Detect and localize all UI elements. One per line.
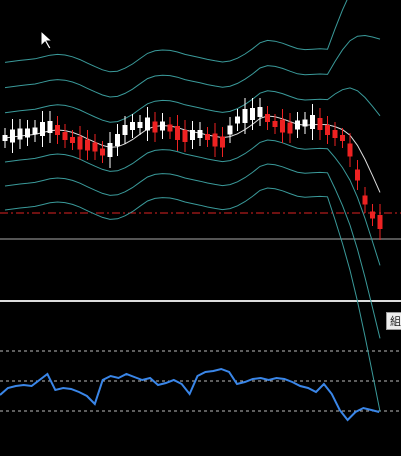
candle-body: [355, 169, 360, 181]
candle-body: [295, 120, 300, 130]
candle-body: [92, 142, 98, 152]
candle-body: [160, 121, 165, 131]
candle-body: [32, 127, 38, 135]
candle-body: [107, 143, 113, 157]
candle-body: [317, 118, 323, 130]
band-line: [4, 139, 381, 266]
candle-body: [197, 130, 203, 138]
candle-body: [40, 122, 45, 136]
candle-body: [152, 121, 158, 133]
candle-body: [145, 117, 150, 131]
candle-body: [130, 122, 135, 130]
candle-body: [265, 114, 270, 122]
candle-body: [377, 215, 383, 229]
candle-body: [62, 132, 68, 140]
candle-body: [182, 130, 188, 142]
candle-body: [257, 107, 263, 117]
band-line: [4, 0, 348, 73]
candle-body: [332, 130, 338, 138]
candle-body: [235, 116, 240, 124]
candle-body: [340, 135, 345, 141]
candle-body: [167, 124, 173, 132]
candle-body: [362, 195, 368, 205]
mouse-cursor: [40, 29, 54, 50]
candle-body: [190, 130, 195, 140]
candle-body: [25, 128, 30, 138]
indicator-tag[interactable]: 組: [386, 312, 401, 330]
candle-body: [280, 119, 285, 133]
band-line: [4, 87, 381, 123]
candle-body: [205, 134, 210, 140]
candle-body: [47, 121, 53, 133]
band-line: [4, 163, 381, 339]
candle-body: [122, 125, 128, 135]
candle-body: [100, 148, 105, 156]
candle-body: [302, 119, 308, 127]
candle-body: [310, 115, 315, 129]
candle-body: [272, 121, 278, 127]
candle-body: [212, 133, 218, 147]
band-line: [4, 187, 381, 412]
candle-body: [55, 125, 60, 135]
candle-body: [137, 122, 143, 128]
candle-body: [115, 134, 120, 146]
candle-body: [347, 143, 353, 157]
indicator-line: [0, 367, 380, 422]
candle-body: [325, 125, 330, 135]
candle-body: [370, 211, 375, 219]
candle-body: [220, 136, 225, 148]
candle-body: [287, 122, 293, 134]
candle-body: [85, 139, 90, 151]
candle-body: [17, 128, 23, 140]
candle-body: [242, 109, 248, 123]
band-line: [4, 34, 381, 98]
candle-body: [10, 129, 15, 143]
candle-body: [227, 125, 233, 135]
candle-body: [175, 126, 180, 140]
candle-body: [77, 136, 83, 150]
candle-body: [2, 135, 8, 141]
candle-body: [70, 137, 75, 143]
candle-body: [250, 108, 255, 120]
